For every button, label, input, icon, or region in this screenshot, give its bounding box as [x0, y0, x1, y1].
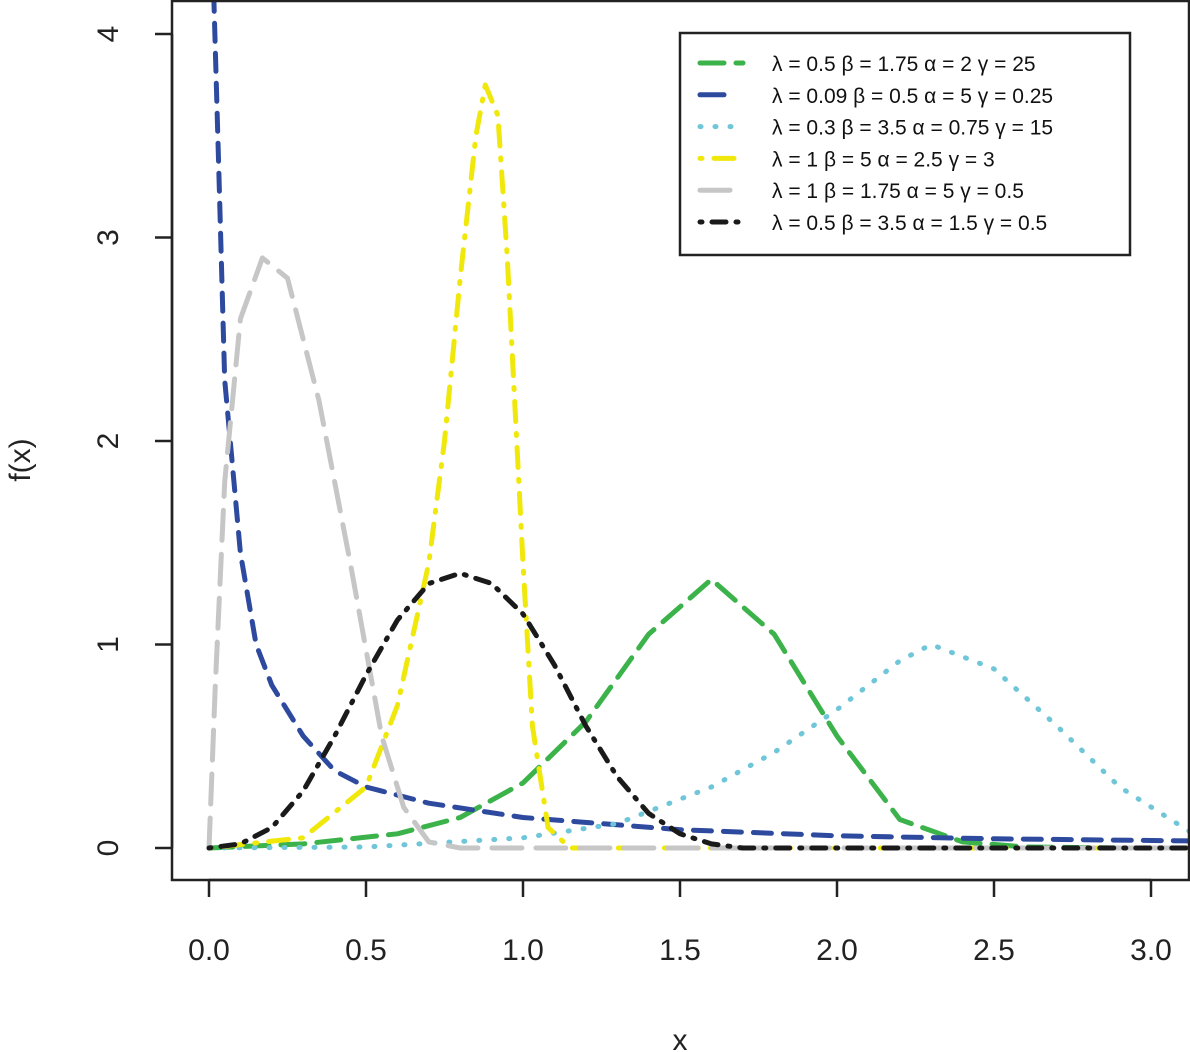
legend-label: λ = 0.09 β = 0.5 α = 5 γ = 0.25 [772, 85, 1053, 108]
series-line-2 [206, 642, 1190, 851]
x-tick-label: 3.0 [1130, 934, 1172, 967]
legend-label: λ = 1 β = 1.75 α = 5 γ = 0.5 [772, 180, 1024, 203]
legend-label: λ = 1 β = 5 α = 2.5 γ = 3 [772, 148, 995, 171]
legend-label: λ = 0.3 β = 3.5 α = 0.75 γ = 15 [772, 117, 1053, 140]
x-tick-label: 2.0 [816, 934, 858, 967]
x-tick-label: 1.0 [502, 934, 544, 967]
x-tick-label: 0.5 [345, 934, 387, 967]
y-tick-label: 1 [92, 636, 125, 653]
x-tick-label: 1.5 [659, 934, 701, 967]
x-axis: 0.0 0.5 1.0 1.5 2.0 2.5 3.0 [188, 878, 1172, 967]
y-tick-label: 3 [92, 229, 125, 246]
legend-label: λ = 0.5 β = 3.5 α = 1.5 γ = 0.5 [772, 212, 1047, 235]
series-line-1 [211, 0, 1190, 844]
y-axis: 0 1 2 3 4 [92, 26, 174, 857]
y-axis-label: f(x) [4, 438, 37, 481]
y-tick-label: 2 [92, 433, 125, 450]
x-axis-label: x [673, 1024, 688, 1052]
x-tick-label: 2.5 [973, 934, 1015, 967]
series-line-4 [206, 255, 1190, 851]
legend-label: λ = 0.5 β = 1.75 α = 2 γ = 25 [772, 53, 1036, 76]
x-tick-label: 0.0 [188, 934, 230, 967]
y-tick-label: 4 [92, 26, 125, 43]
series-line-3 [206, 82, 1190, 851]
series-line-0 [206, 576, 1190, 851]
legend-box [678, 31, 1132, 257]
y-tick-label: 0 [92, 840, 125, 857]
legend: λ = 0.5 β = 1.75 α = 2 γ = 25 λ = 0.09 β … [678, 31, 1132, 257]
series-line-5 [206, 570, 1190, 851]
series-lines [206, 0, 1190, 851]
